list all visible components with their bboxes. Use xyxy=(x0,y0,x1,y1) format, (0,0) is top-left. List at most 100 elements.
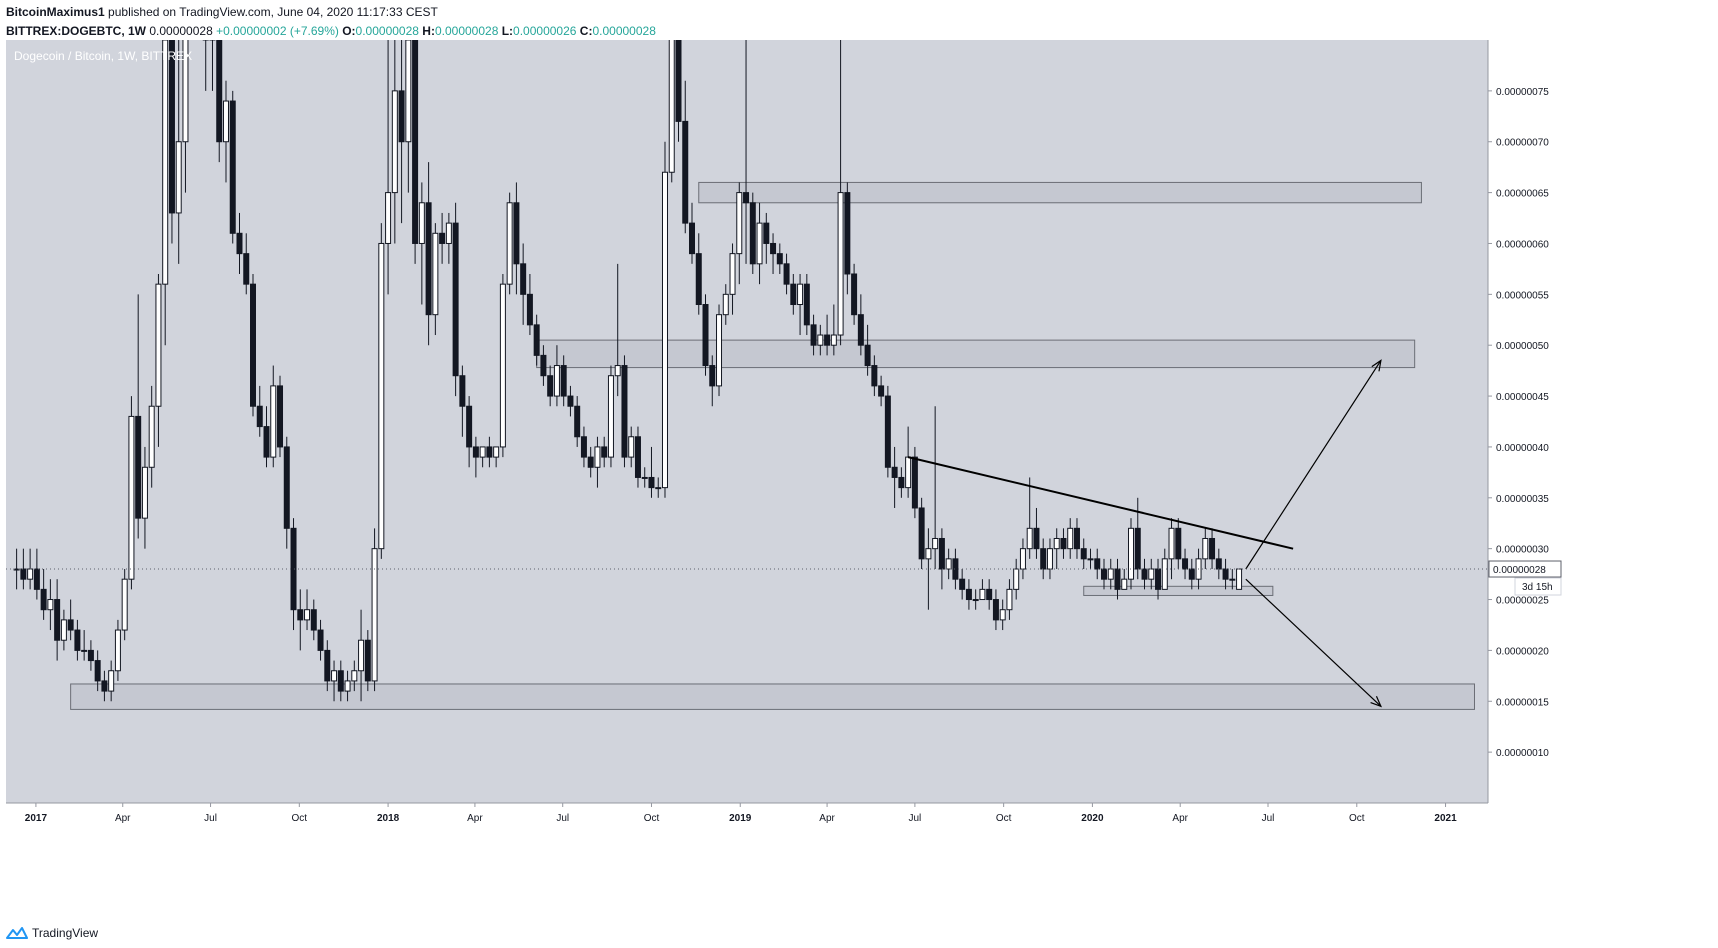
x-tick-label: Oct xyxy=(644,813,660,824)
candle-up xyxy=(418,202,425,244)
candle-up xyxy=(378,242,385,550)
resistance-zone-mid xyxy=(536,339,1416,369)
candle-down xyxy=(743,192,750,204)
x-tick-label: 2018 xyxy=(377,813,400,824)
candle-up xyxy=(1107,568,1114,580)
candlestick-chart[interactable]: 0.00000010 0.00000015 0.00000020 0.00000025… xyxy=(0,40,1718,920)
candle-down xyxy=(54,599,61,641)
candle-down xyxy=(783,263,790,285)
candle-down xyxy=(229,100,236,234)
tradingview-brand[interactable]: TradingView xyxy=(32,926,99,940)
candle-up xyxy=(175,141,182,214)
candle-down xyxy=(135,415,142,519)
x-tick-label: 2020 xyxy=(1081,813,1104,824)
open-label: O: xyxy=(342,24,356,38)
candle-down xyxy=(250,283,256,407)
x-tick-label: Jul xyxy=(908,813,921,824)
countdown-label: 3d 15h xyxy=(1522,582,1553,593)
candle-down xyxy=(1094,558,1101,570)
candle-up xyxy=(1013,568,1020,590)
x-tick-label: 2021 xyxy=(1434,813,1457,824)
candle-down xyxy=(216,40,223,143)
x-tick-label: Apr xyxy=(1172,813,1188,824)
candle-up xyxy=(445,222,452,244)
candle-up xyxy=(722,293,729,316)
candle-up xyxy=(1229,578,1236,581)
candle-up xyxy=(1202,537,1209,560)
candle-down xyxy=(689,222,696,255)
candle-down xyxy=(634,436,641,478)
candle-down xyxy=(425,202,432,316)
candle-up xyxy=(945,558,952,570)
candle-down xyxy=(1033,527,1040,550)
ohlc-line: BITTREX:DOGEBTC, 1W 0.00000028 +0.000000… xyxy=(6,22,1706,41)
support-zone-current xyxy=(1083,585,1274,596)
candle-up xyxy=(1053,537,1060,550)
candle-up xyxy=(661,171,668,489)
candle-down xyxy=(682,120,689,224)
candle-up xyxy=(607,375,614,458)
high-label: H: xyxy=(422,24,435,38)
candle-down xyxy=(337,670,344,692)
candle-down xyxy=(533,324,540,356)
candle-down xyxy=(168,40,175,214)
close-label: C: xyxy=(579,24,593,38)
candle-down xyxy=(702,304,709,367)
candle-down xyxy=(1100,568,1107,580)
candle-up xyxy=(162,40,169,285)
low-value: 0.00000026 xyxy=(513,24,577,38)
candle-down xyxy=(472,446,479,458)
candle-down xyxy=(1141,568,1148,580)
candle-down xyxy=(1175,527,1182,560)
candle-down xyxy=(992,599,999,621)
y-tick-label: 0.00000070 xyxy=(1496,138,1549,149)
candle-down xyxy=(513,202,520,265)
candle-down xyxy=(884,395,891,468)
candle-down xyxy=(526,293,533,326)
candle-down xyxy=(864,344,871,367)
candle-up xyxy=(830,334,837,346)
candle-up xyxy=(979,588,986,601)
candle-down xyxy=(310,609,317,631)
tradingview-logo-icon xyxy=(6,927,28,939)
candle-up xyxy=(479,446,486,458)
chart-header: BitcoinMaximus1 published on TradingView… xyxy=(6,3,1706,41)
candle-up xyxy=(270,385,277,458)
y-tick-label: 0.00000075 xyxy=(1496,87,1549,98)
candle-down xyxy=(675,40,682,122)
candle-down xyxy=(452,222,459,377)
candle-up xyxy=(493,446,500,458)
candle-down xyxy=(648,476,655,489)
symbol-label: BITTREX:DOGEBTC, 1W xyxy=(6,24,146,38)
candle-up xyxy=(641,476,648,479)
candle-down xyxy=(587,456,594,468)
candle-down xyxy=(938,537,945,570)
y-tick-label: 0.00000020 xyxy=(1496,646,1549,657)
candle-down xyxy=(398,90,405,143)
candle-down xyxy=(33,568,40,590)
candle-down xyxy=(986,588,993,601)
candle-up xyxy=(1067,527,1074,550)
candle-up xyxy=(114,629,121,672)
candle-up xyxy=(716,314,723,387)
candle-down xyxy=(959,578,966,590)
candle-up xyxy=(182,40,189,143)
candle-down xyxy=(520,263,527,295)
candle-up xyxy=(27,568,34,580)
chart-area[interactable]: 0.00000010 0.00000015 0.00000020 0.00000025… xyxy=(0,40,1718,920)
candle-down xyxy=(20,568,27,580)
candle-down xyxy=(94,660,101,682)
candle-down xyxy=(878,385,885,397)
candle-up xyxy=(1006,588,1013,611)
candle-up xyxy=(60,619,67,641)
candle-down xyxy=(283,446,290,529)
descending-trendline xyxy=(907,456,1294,550)
y-tick-label: 0.00000055 xyxy=(1496,290,1549,301)
candle-up xyxy=(614,365,621,377)
candle-up xyxy=(837,192,844,336)
candle-down xyxy=(1182,558,1189,570)
y-tick-label: 0.00000025 xyxy=(1496,596,1549,607)
candle-down xyxy=(1155,568,1162,590)
author-name[interactable]: BitcoinMaximus1 xyxy=(6,5,105,19)
y-tick-label: 0.00000045 xyxy=(1496,392,1549,403)
